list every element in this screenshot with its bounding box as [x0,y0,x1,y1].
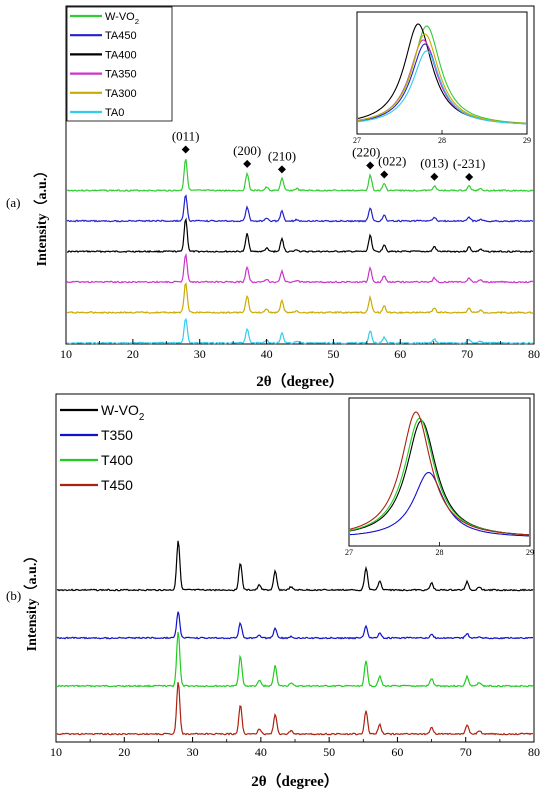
x-tick-label: 60 [391,745,403,759]
panel-b-inset: 27 28 29 [345,397,534,557]
panel-b-label: (b) [6,588,21,603]
panel-b-x-axis: 10 20 30 40 50 60 70 80 [50,737,540,759]
panel-a-traces [66,159,534,345]
x-tick-label: 70 [460,745,472,759]
x-tick-label: 30 [194,347,206,361]
peak-marker-diamond [181,145,190,154]
peak-marker-diamond [430,172,439,181]
legend-label: TA350 [105,69,137,81]
panel-a-legend: W-VO2 TA450 TA400 TA350 TA300 TA0 [66,6,173,122]
x-tick-label: 10 [60,347,72,361]
legend-label-subscript: 2 [135,17,139,26]
inset-frame [348,397,531,547]
peak-marker-diamond [277,165,286,174]
panel-b-x-axis-label: 2θ（degree） [251,772,339,790]
trace-t400 [56,631,534,688]
panel-a-inset: 27 28 29 [353,11,531,145]
peak-marker-diamond [366,161,375,170]
peak-marker-diamond [243,159,252,168]
legend-label: T350 [101,427,133,443]
panel-a-x-axis-label: 2θ（degree） [256,372,344,390]
panel-a-x-axis: 10 20 30 40 50 60 70 80 [60,339,540,361]
peak-label: (220) [352,145,380,160]
peak-label: (022) [378,153,406,168]
legend-label-subscript: 2 [139,412,144,423]
inset-x-tick-label: 27 [353,136,361,145]
inset-x-tick-label: 29 [523,136,531,145]
trace-ta350 [66,252,534,284]
x-tick-label: 50 [327,347,339,361]
inset-trace-t450 [349,411,529,536]
peak-marker-diamond [465,173,474,182]
x-tick-label: 20 [118,745,130,759]
legend-label: W-VO2 [101,402,144,423]
x-tick-label: 10 [50,745,62,759]
inset-x-tick-label: 29 [526,548,534,557]
x-tick-label: 30 [187,745,199,759]
legend-label: TA400 [105,49,137,61]
legend-label: T450 [101,477,133,493]
x-tick-label: 40 [255,745,267,759]
panel-a-y-axis-label: Intensity（a.u.） [34,164,50,267]
panel-a-label: (a) [6,195,20,210]
legend-label: T400 [101,452,133,468]
x-tick-label: 20 [127,347,139,361]
peak-label: (210) [268,148,296,163]
trace-t450 [56,682,534,736]
inset-x-tick-label: 28 [438,136,446,145]
inset-frame [356,11,528,135]
panel-a-peak-annotations: (011) (200) (210) (220)(022) (013) (-231) [172,129,486,182]
legend-label: W-VO2 [105,11,139,26]
peak-label: (013) [420,156,448,171]
panel-b-legend: W-VO2 T350 T400 T450 [60,402,144,493]
trace-w-vo2 [56,540,534,592]
x-tick-label: 80 [528,347,540,361]
peak-label: (011) [172,129,200,144]
inset-x-tick-label: 27 [345,548,353,557]
inset-x-tick-label: 28 [436,548,444,557]
x-tick-label: 50 [323,745,335,759]
legend-label: TA450 [105,30,137,42]
inset-trace-ta0 [357,50,527,125]
legend-label: TA0 [105,107,124,119]
trace-ta450 [66,194,534,223]
peak-label: (-231) [453,156,486,171]
trace-t350 [56,611,533,640]
peak-label: (200) [233,143,261,158]
panel-a-legend-box [66,6,173,122]
trace-ta0 [66,317,534,345]
trace-ta300 [66,282,533,315]
x-tick-label: 80 [528,745,540,759]
trace-ta400 [66,217,534,254]
x-tick-label: 60 [394,347,406,361]
inset-trace-ta300 [357,33,527,125]
trace-w-vo2 [66,159,534,193]
panel-b-traces [56,540,534,736]
legend-label: TA300 [105,88,137,100]
x-tick-label: 40 [261,347,273,361]
peak-marker-diamond [380,170,389,179]
x-tick-label: 70 [461,347,473,361]
panel-b-y-axis-label: Intensity（a.u.） [24,549,40,652]
